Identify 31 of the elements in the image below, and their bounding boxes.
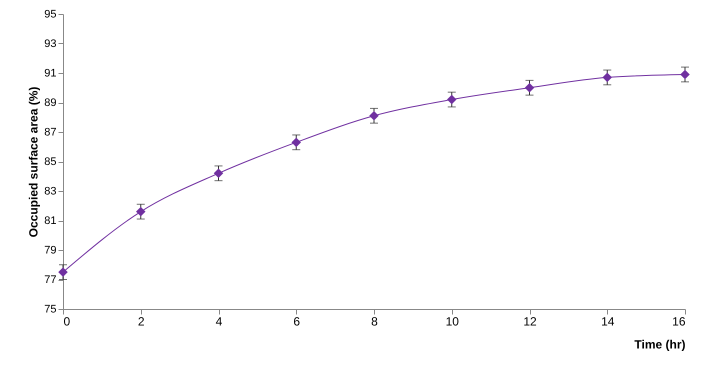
x-axis-title: Time (hr) [634,338,686,352]
x-tick-label: 14 [601,314,615,328]
y-axis-title: Occupied surface area (%) [26,86,40,238]
x-tick-label: 10 [446,314,460,328]
point [447,94,456,104]
x-tick-label: 16 [672,314,686,328]
y-tick-label: 85 [44,156,56,168]
y-tick-label: 79 [44,244,56,256]
y-tick-label: 91 [44,68,56,80]
point [524,83,534,92]
point [292,138,301,148]
y-tick-label: 95 [44,8,56,20]
x-tick-label: 0 [64,314,70,328]
y-tick-label: 93 [44,38,56,50]
x-tick-label: 4 [216,314,223,328]
x-tick-label: 12 [523,314,537,328]
point [214,168,224,178]
point [602,72,612,82]
point [680,70,690,80]
y-tick-label: 89 [44,97,56,109]
y-tick-label: 75 [44,304,56,316]
x-tick-label: 6 [293,314,300,328]
point [136,206,146,216]
point [369,111,379,121]
x-tick-label: 2 [138,314,145,328]
x-tick-label: 8 [371,314,378,328]
y-tick-label: 87 [44,126,56,138]
y-tick-label: 81 [44,215,56,227]
y-tick-label: 83 [44,186,56,198]
y-tick-label: 77 [44,274,56,286]
point [58,267,68,277]
